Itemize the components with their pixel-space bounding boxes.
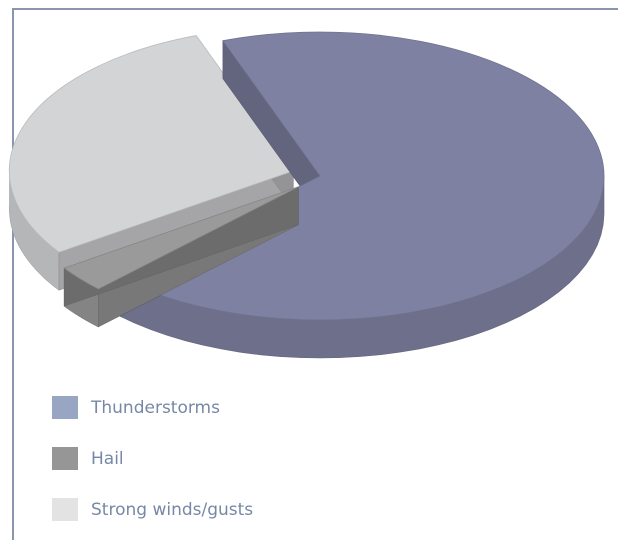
frame-top-border [12,8,618,10]
legend-label-strong-winds: Strong winds/gusts [91,500,254,520]
legend-swatch-thunderstorms [52,396,78,419]
pie-slice-top [63,186,299,290]
frame-left-border [12,8,14,540]
legend-label-hail: Hail [91,449,124,469]
pie-slices [8,31,605,359]
legend-label-thunderstorms: Thunderstorms [91,398,220,418]
legend-swatch-hail [52,447,78,470]
pie-slice-hail [63,186,299,328]
legend-swatch-strong-winds [52,498,78,521]
pie-slice-top [8,35,294,253]
